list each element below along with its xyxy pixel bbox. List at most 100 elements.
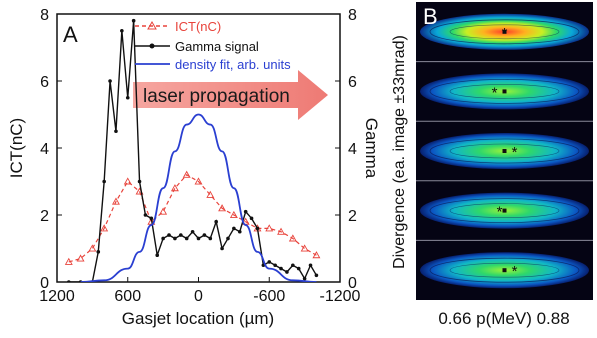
gamma-signal-point xyxy=(273,263,277,268)
beam-center-marker xyxy=(502,149,507,153)
gamma-signal-point xyxy=(285,270,289,274)
beam-contour xyxy=(449,84,560,99)
legend-label-density: density fit, arb. units xyxy=(175,57,291,72)
gamma-signal-point xyxy=(96,250,101,254)
panel-b: * * * * * B Divergence (ea. image ±33mrad) 0… xyxy=(391,2,593,328)
gamma-signal-point xyxy=(114,129,118,134)
beam-contour xyxy=(429,198,580,224)
gamma-signal-point xyxy=(190,229,195,234)
ict-nc-point xyxy=(159,207,168,215)
beam-center-marker xyxy=(502,268,507,273)
gamma-signal-point xyxy=(155,253,160,257)
y-right-tick-label: 4 xyxy=(348,141,357,158)
gamma-signal-point xyxy=(173,236,177,241)
gamma-signal-point xyxy=(279,266,283,271)
panel-b-images: * * * * * xyxy=(416,13,593,289)
beam-center-marker xyxy=(502,208,507,213)
gamma-signal-point xyxy=(137,179,142,184)
density-fit-arb-units-line xyxy=(80,113,317,282)
x-tick-label: 1200 xyxy=(39,288,75,305)
gamma-signal-point xyxy=(196,236,201,241)
beam-contour xyxy=(429,257,580,283)
ict-nc-point xyxy=(88,244,97,252)
beam-contour xyxy=(449,203,560,218)
legend-item-gamma: Gamma signal xyxy=(135,39,259,54)
axes: 0 2 4 6 8 0 2 4 6 8 1200 600 0 -600 -1200 xyxy=(39,7,360,305)
gamma-signal-point xyxy=(149,216,154,221)
gamma-signal-point xyxy=(296,266,301,271)
x-axis-label: Gasjet location (µm) xyxy=(122,309,274,328)
x-tick-label: -600 xyxy=(253,288,285,305)
ict-nc-point xyxy=(123,177,132,185)
gamma-signal-point xyxy=(314,273,319,278)
y-right-tick-label: 2 xyxy=(348,208,357,225)
gamma-signal-point xyxy=(243,209,248,214)
beam-star-marker: * xyxy=(512,144,518,161)
ict-nc-point xyxy=(111,197,120,205)
gamma-signal-point xyxy=(214,219,218,224)
gamma-signal-point xyxy=(267,260,272,264)
panel-b-y-label: Divergence (ea. image ±33mrad) xyxy=(391,35,408,269)
legend-label-gamma: Gamma signal xyxy=(175,39,259,54)
gamma-signal-point xyxy=(143,213,148,217)
y-left-tick-label: 2 xyxy=(40,208,49,225)
y-right-tick-label: 6 xyxy=(348,74,357,91)
gamma-signal-point xyxy=(226,236,230,241)
gamma-signal-point xyxy=(66,280,71,282)
beam-contour xyxy=(429,138,580,164)
x-tick-label: 0 xyxy=(194,288,203,305)
ict-nc-point xyxy=(288,234,297,242)
ict-nc-point xyxy=(300,244,309,252)
ict-nc-point xyxy=(182,170,191,178)
beam-star-marker: * xyxy=(502,25,508,42)
ict-nc-point xyxy=(265,224,274,232)
ict-nc-point xyxy=(170,184,179,192)
beam-star-marker: * xyxy=(492,84,498,101)
plot-area xyxy=(64,18,321,282)
legend-label-ict: ICT(nC) xyxy=(175,19,221,34)
gamma-signal-point xyxy=(167,233,171,237)
gamma-signal-point xyxy=(131,18,136,23)
ict-nc-point xyxy=(229,210,238,219)
beam-contour xyxy=(429,19,580,45)
y-right-tick-label: 0 xyxy=(348,275,357,292)
ict-nc-line xyxy=(68,174,317,263)
gamma-signal-point xyxy=(161,236,165,241)
panel-b-x-label: 0.66 p(MeV) 0.88 xyxy=(438,309,569,328)
beam-star-marker: * xyxy=(497,204,503,221)
y-left-tick-label: 0 xyxy=(40,275,49,292)
gamma-signal-point xyxy=(125,95,130,100)
gamma-signal-point xyxy=(220,246,224,251)
gamma-signal-point xyxy=(308,263,313,268)
legend: ICT(nC) Gamma signal density fit, arb. u… xyxy=(135,19,291,72)
y-left-tick-label: 4 xyxy=(40,141,49,158)
beam-star-marker: * xyxy=(512,263,518,280)
ict-nc-point xyxy=(194,177,203,185)
gamma-signal-point xyxy=(184,236,189,241)
beam-center-marker xyxy=(502,29,507,34)
gamma-signal-point xyxy=(102,179,106,184)
ict-nc-point xyxy=(206,190,215,198)
ict-nc-point xyxy=(312,251,321,259)
gamma-signal-point xyxy=(291,263,295,268)
ict-nc-point xyxy=(277,227,286,235)
ict-nc-point xyxy=(100,224,109,232)
gamma-signal-point xyxy=(208,236,213,241)
panel-a-label: A xyxy=(63,22,78,47)
gamma-signal-point xyxy=(302,276,307,281)
ict-nc-point xyxy=(76,254,85,262)
x-tick-label: 600 xyxy=(114,288,141,305)
ict-nc-point xyxy=(218,204,227,212)
gamma-signal-point xyxy=(232,226,236,231)
gamma-signal-point xyxy=(255,226,260,231)
beam-contour xyxy=(449,143,560,159)
beam-contour xyxy=(449,24,560,40)
panel-b-label: B xyxy=(423,4,438,29)
y-left-tick-label: 8 xyxy=(40,7,49,24)
gamma-signal-point xyxy=(237,229,242,234)
y-right-tick-label: 8 xyxy=(348,7,357,24)
beam-center-marker xyxy=(502,89,507,94)
gamma-signal-point xyxy=(179,233,183,237)
